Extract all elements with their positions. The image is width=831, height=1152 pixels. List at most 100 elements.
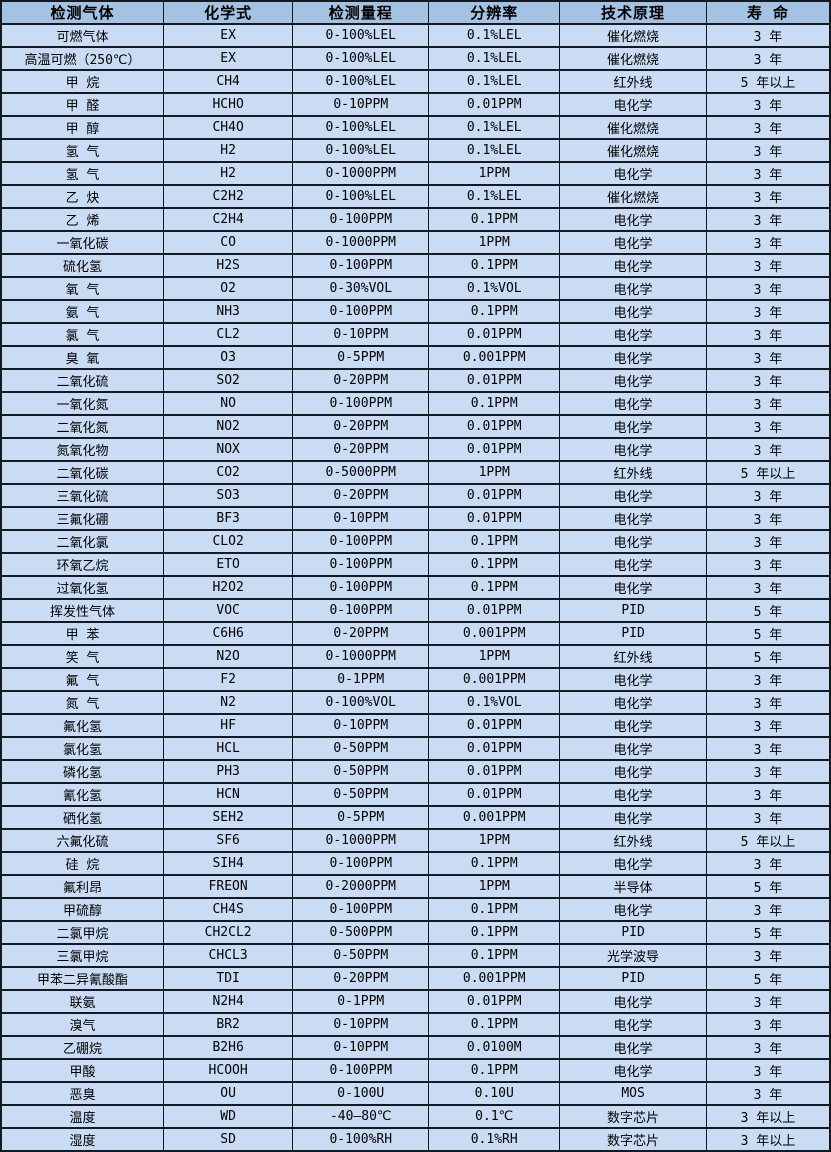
cell-gas-name: 一氧化氮 [0, 391, 164, 416]
column-header-formula: 化学式 [162, 0, 294, 25]
table-row: 氰化氢 HCN 0-50PPM 0.01PPM 电化学 3 年 [0, 782, 831, 807]
cell-resolution: 0.001PPM [428, 667, 561, 692]
cell-principle: 红外线 [559, 460, 707, 485]
cell-resolution: 0.1PPM [428, 391, 561, 416]
cell-lifespan: 5 年以上 [705, 460, 831, 485]
table-row: 湿度 SD 0-100%RH 0.1%RH 数字芯片 3 年以上 [0, 1127, 831, 1152]
table-row: 硫化氢 H2S 0-100PPM 0.1PPM 电化学 3 年 [0, 253, 831, 278]
cell-gas-name: 过氧化氢 [0, 575, 164, 600]
table-row: 氮 气 N2 0-100%VOL 0.1%VOL 电化学 3 年 [0, 690, 831, 715]
cell-resolution: 0.01PPM [428, 437, 561, 462]
cell-gas-name: 氮 气 [0, 690, 164, 715]
cell-principle: 电化学 [559, 529, 707, 554]
cell-lifespan: 3 年 [705, 667, 831, 692]
cell-lifespan: 3 年 [705, 1035, 831, 1060]
cell-chemical-formula: NOX [162, 437, 294, 462]
table-row: 硅 烷 SIH4 0-100PPM 0.1PPM 电化学 3 年 [0, 851, 831, 876]
cell-lifespan: 3 年 [705, 46, 831, 71]
cell-resolution: 0.1%LEL [428, 138, 561, 163]
table-row: 甲 醛 HCHO 0-10PPM 0.01PPM 电化学 3 年 [0, 92, 831, 117]
cell-lifespan: 5 年 [705, 644, 831, 669]
cell-principle: PID [559, 621, 707, 646]
cell-lifespan: 3 年 [705, 138, 831, 163]
cell-principle: 催化燃烧 [559, 138, 707, 163]
table-row: 可燃气体 EX 0-100%LEL 0.1%LEL 催化燃烧 3 年 [0, 23, 831, 48]
table-row: 联氨 N2H4 0-1PPM 0.01PPM 电化学 3 年 [0, 989, 831, 1014]
cell-principle: 催化燃烧 [559, 115, 707, 140]
table-row: 氯 气 CL2 0-10PPM 0.01PPM 电化学 3 年 [0, 322, 831, 347]
cell-detection-range: 0-2000PPM [292, 874, 430, 899]
cell-detection-range: -40—80℃ [292, 1104, 430, 1129]
cell-gas-name: 臭 氧 [0, 345, 164, 370]
cell-chemical-formula: HF [162, 713, 294, 738]
cell-principle: 电化学 [559, 713, 707, 738]
cell-principle: 电化学 [559, 1035, 707, 1060]
cell-chemical-formula: CLO2 [162, 529, 294, 554]
cell-chemical-formula: N2O [162, 644, 294, 669]
cell-chemical-formula: CH4 [162, 69, 294, 94]
cell-lifespan: 3 年 [705, 782, 831, 807]
table-row: 氮氧化物 NOX 0-20PPM 0.01PPM 电化学 3 年 [0, 437, 831, 462]
cell-principle: 电化学 [559, 759, 707, 784]
cell-resolution: 0.1PPM [428, 552, 561, 577]
table-row: 二氧化氮 NO2 0-20PPM 0.01PPM 电化学 3 年 [0, 414, 831, 439]
cell-lifespan: 3 年以上 [705, 1127, 831, 1152]
cell-principle: 电化学 [559, 690, 707, 715]
cell-detection-range: 0-100%LEL [292, 115, 430, 140]
cell-chemical-formula: CH4O [162, 115, 294, 140]
cell-lifespan: 3 年 [705, 437, 831, 462]
cell-principle: 电化学 [559, 782, 707, 807]
cell-detection-range: 0-100PPM [292, 1058, 430, 1083]
cell-chemical-formula: N2 [162, 690, 294, 715]
cell-resolution: 0.01PPM [428, 598, 561, 623]
cell-chemical-formula: C2H2 [162, 184, 294, 209]
cell-gas-name: 甲 苯 [0, 621, 164, 646]
table-body: 可燃气体 EX 0-100%LEL 0.1%LEL 催化燃烧 3 年 高温可燃（… [0, 23, 831, 1152]
cell-gas-name: 二氧化氯 [0, 529, 164, 554]
cell-gas-name: 氯化氢 [0, 736, 164, 761]
cell-gas-name: 二氧化碳 [0, 460, 164, 485]
cell-gas-name: 甲 醇 [0, 115, 164, 140]
cell-lifespan: 3 年 [705, 529, 831, 554]
table-row: 氟利昂 FREON 0-2000PPM 1PPM 半导体 5 年 [0, 874, 831, 899]
cell-gas-name: 甲苯二异氰酸酯 [0, 966, 164, 991]
cell-lifespan: 3 年 [705, 851, 831, 876]
cell-lifespan: 5 年以上 [705, 828, 831, 853]
cell-lifespan: 3 年 [705, 414, 831, 439]
cell-principle: 红外线 [559, 644, 707, 669]
cell-lifespan: 5 年 [705, 874, 831, 899]
cell-principle: 电化学 [559, 368, 707, 393]
cell-resolution: 0.01PPM [428, 713, 561, 738]
cell-detection-range: 0-100PPM [292, 575, 430, 600]
cell-chemical-formula: SEH2 [162, 805, 294, 830]
cell-detection-range: 0-100%LEL [292, 138, 430, 163]
cell-lifespan: 3 年 [705, 299, 831, 324]
cell-lifespan: 5 年 [705, 966, 831, 991]
cell-resolution: 1PPM [428, 460, 561, 485]
cell-detection-range: 0-30%VOL [292, 276, 430, 301]
cell-detection-range: 0-10PPM [292, 1035, 430, 1060]
cell-gas-name: 氢 气 [0, 138, 164, 163]
cell-lifespan: 3 年 [705, 989, 831, 1014]
column-header-gas: 检测气体 [0, 0, 164, 25]
cell-detection-range: 0-1000PPM [292, 644, 430, 669]
cell-resolution: 1PPM [428, 230, 561, 255]
cell-chemical-formula: NH3 [162, 299, 294, 324]
cell-lifespan: 5 年 [705, 598, 831, 623]
cell-principle: 电化学 [559, 276, 707, 301]
cell-detection-range: 0-10PPM [292, 506, 430, 531]
column-header-principle: 技术原理 [559, 0, 707, 25]
cell-gas-name: 二氧化氮 [0, 414, 164, 439]
cell-gas-name: 硫化氢 [0, 253, 164, 278]
cell-chemical-formula: CHCL3 [162, 943, 294, 968]
cell-gas-name: 乙 烯 [0, 207, 164, 232]
cell-chemical-formula: HCN [162, 782, 294, 807]
cell-lifespan: 3 年 [705, 736, 831, 761]
cell-gas-name: 磷化氢 [0, 759, 164, 784]
cell-resolution: 1PPM [428, 828, 561, 853]
cell-detection-range: 0-100PPM [292, 299, 430, 324]
cell-lifespan: 5 年 [705, 621, 831, 646]
cell-detection-range: 0-100%RH [292, 1127, 430, 1152]
cell-resolution: 0.1PPM [428, 529, 561, 554]
cell-lifespan: 3 年 [705, 897, 831, 922]
